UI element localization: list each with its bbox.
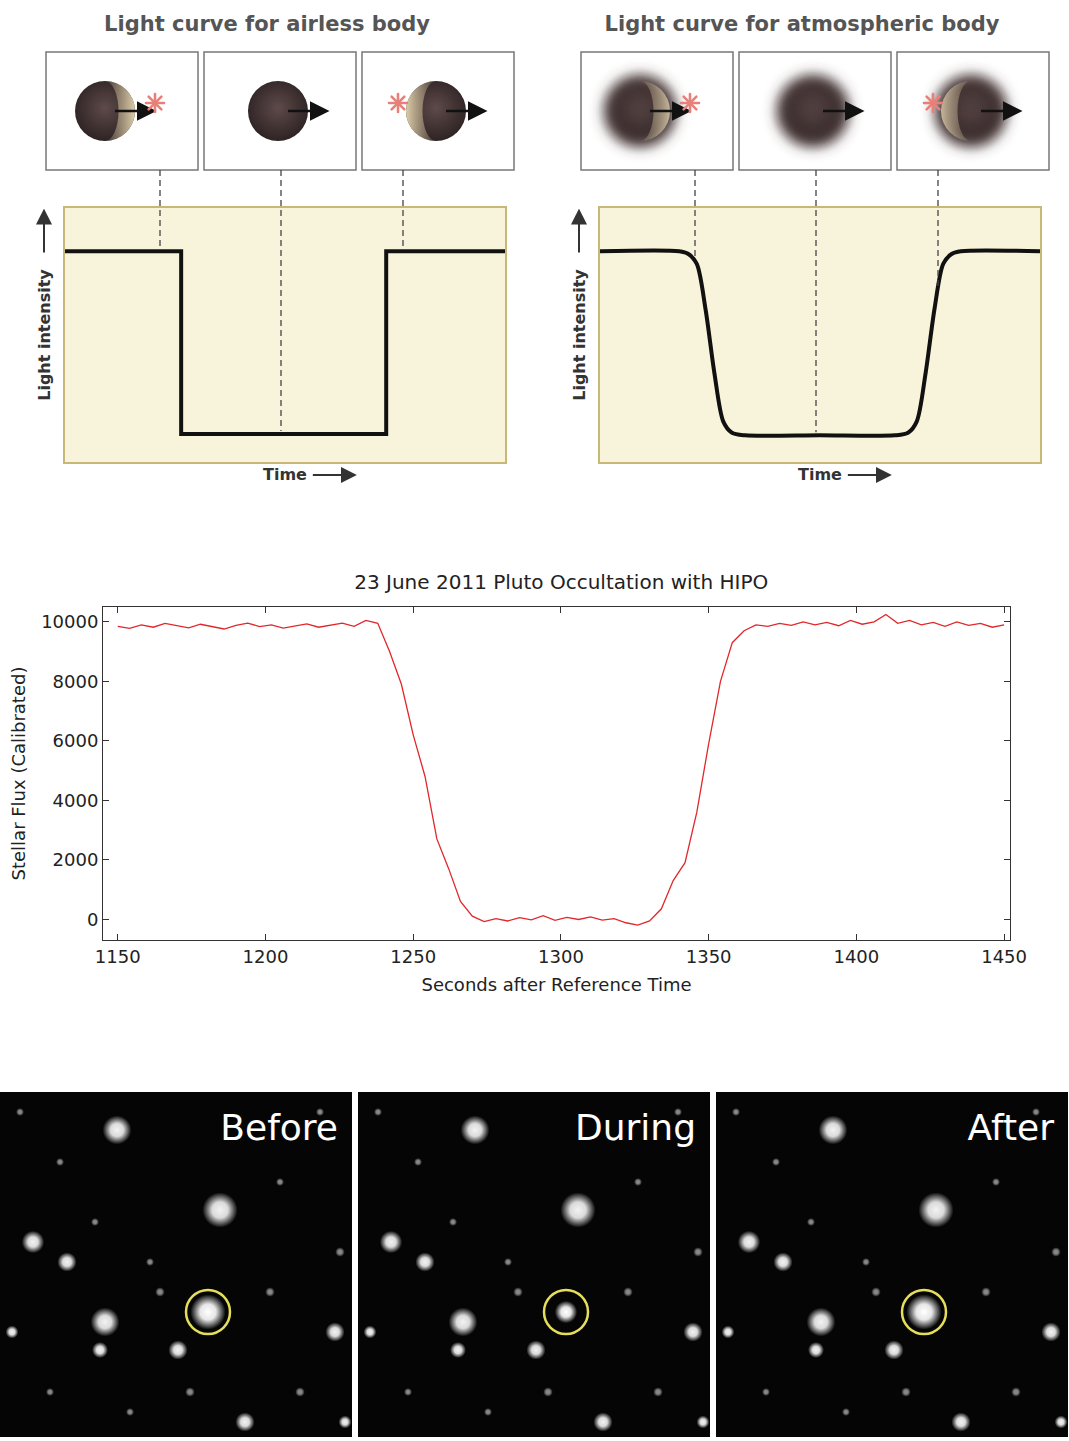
svg-text:1450: 1450 <box>981 946 1027 967</box>
svg-text:Light curve for airless body: Light curve for airless body <box>104 12 430 36</box>
svg-text:Seconds after Reference Time: Seconds after Reference Time <box>421 974 691 995</box>
svg-text:0: 0 <box>87 908 98 929</box>
svg-text:1400: 1400 <box>833 946 879 967</box>
svg-text:During: During <box>575 1107 696 1148</box>
svg-text:23 June 2011 Pluto Occultation: 23 June 2011 Pluto Occultation with HIPO <box>354 570 768 594</box>
svg-text:1200: 1200 <box>243 946 289 967</box>
svg-text:Before: Before <box>220 1107 338 1148</box>
svg-text:4000: 4000 <box>53 790 99 811</box>
svg-text:Light intensity: Light intensity <box>35 269 54 401</box>
svg-text:Stellar Flux (Calibrated): Stellar Flux (Calibrated) <box>8 667 29 881</box>
svg-text:1150: 1150 <box>95 946 141 967</box>
svg-text:8000: 8000 <box>53 671 99 692</box>
svg-text:10000: 10000 <box>41 611 98 632</box>
svg-text:1300: 1300 <box>538 946 584 967</box>
svg-text:Light intensity: Light intensity <box>570 269 589 401</box>
svg-text:Time: Time <box>798 465 842 484</box>
svg-text:6000: 6000 <box>53 730 99 751</box>
svg-text:Light curve for atmospheric bo: Light curve for atmospheric body <box>605 12 1000 36</box>
svg-text:1250: 1250 <box>390 946 436 967</box>
svg-text:1350: 1350 <box>686 946 732 967</box>
svg-text:2000: 2000 <box>53 849 99 870</box>
svg-text:After: After <box>968 1107 1055 1148</box>
svg-text:Time: Time <box>263 465 307 484</box>
